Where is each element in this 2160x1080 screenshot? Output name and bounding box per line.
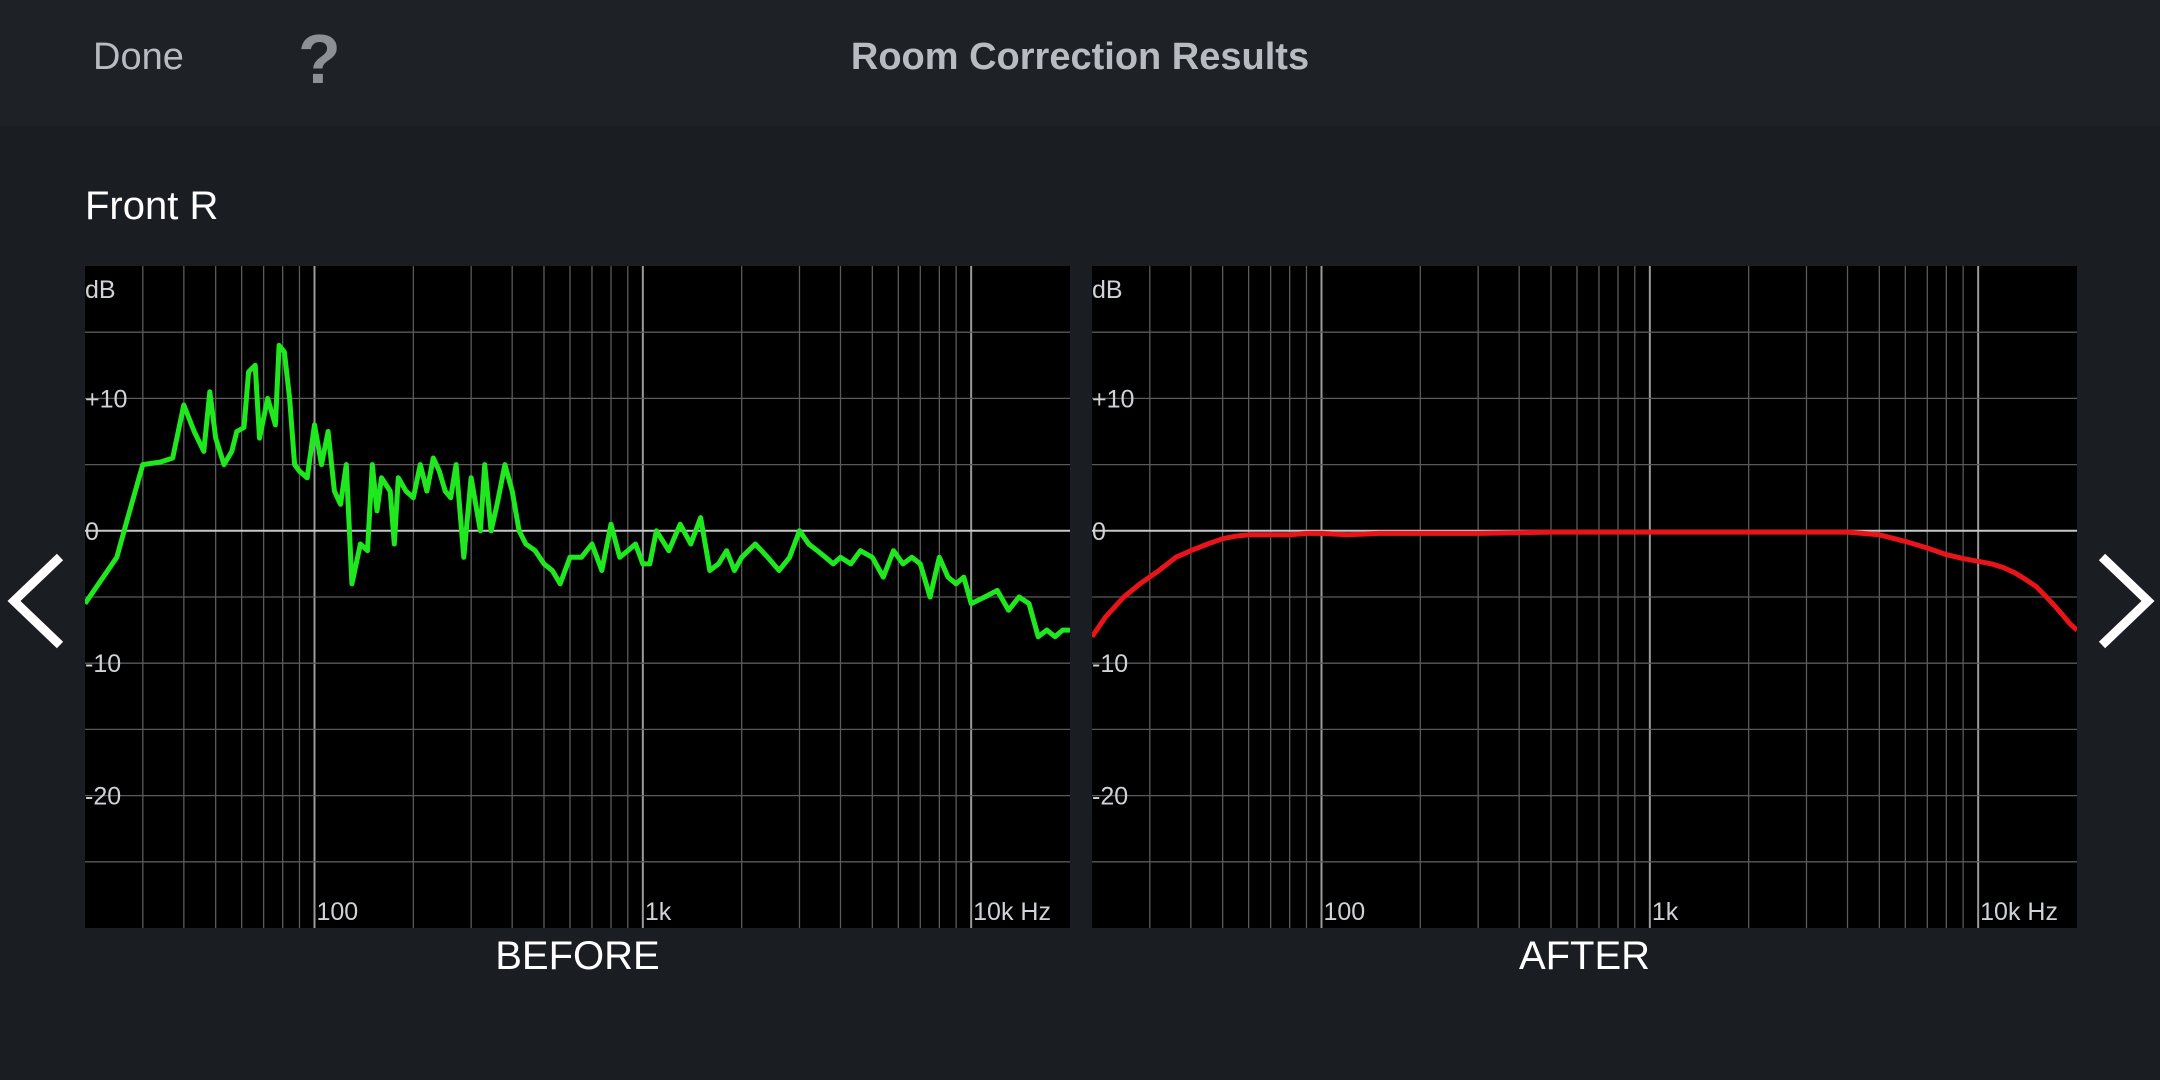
after-ytick-label: -20 xyxy=(1092,783,1128,811)
next-arrow-icon[interactable] xyxy=(2092,553,2156,649)
after-caption: AFTER xyxy=(1518,934,1651,978)
before-ytick-label: +10 xyxy=(85,385,127,413)
before-ytick-label: -20 xyxy=(85,783,121,811)
previous-arrow-icon[interactable] xyxy=(6,553,70,649)
after-ytick-label: 0 xyxy=(1092,518,1106,546)
after-xtick-label: 1k xyxy=(1652,898,1679,926)
before-xtick-label: 1k xyxy=(645,898,672,926)
after-ytick-label: -10 xyxy=(1092,650,1128,678)
after-chart-svg: dB +10 0 -10 -20 100 1k 10k Hz xyxy=(1092,266,2077,928)
help-icon[interactable]: ? xyxy=(298,20,341,98)
before-response-curve xyxy=(85,342,1070,640)
done-button[interactable]: Done xyxy=(93,36,184,78)
top-bar: Done ? Room Correction Results xyxy=(0,0,2160,126)
after-graph: dB +10 0 -10 -20 100 1k 10k Hz xyxy=(1092,266,2077,928)
after-ytick-label: +10 xyxy=(1092,385,1134,413)
after-ylabel: dB xyxy=(1092,276,1123,304)
after-grid xyxy=(1092,266,2077,928)
after-response-curve xyxy=(1092,529,2077,639)
before-caption: BEFORE xyxy=(495,934,660,978)
after-xtick-label: 100 xyxy=(1323,898,1365,926)
before-grid xyxy=(85,266,1070,928)
before-xtick-label: 10k Hz xyxy=(973,898,1051,926)
before-graph: dB +10 0 -10 -20 100 1k 10k Hz xyxy=(85,266,1070,928)
after-xtick-label: 10k Hz xyxy=(1980,898,2058,926)
channel-label: Front R xyxy=(85,184,219,228)
before-ylabel: dB xyxy=(85,276,116,304)
before-chart-svg: dB +10 0 -10 -20 100 1k 10k Hz xyxy=(85,266,1070,928)
before-xtick-label: 100 xyxy=(316,898,358,926)
page-title: Room Correction Results xyxy=(850,36,1310,78)
before-ytick-label: 0 xyxy=(85,518,99,546)
before-ytick-label: -10 xyxy=(85,650,121,678)
